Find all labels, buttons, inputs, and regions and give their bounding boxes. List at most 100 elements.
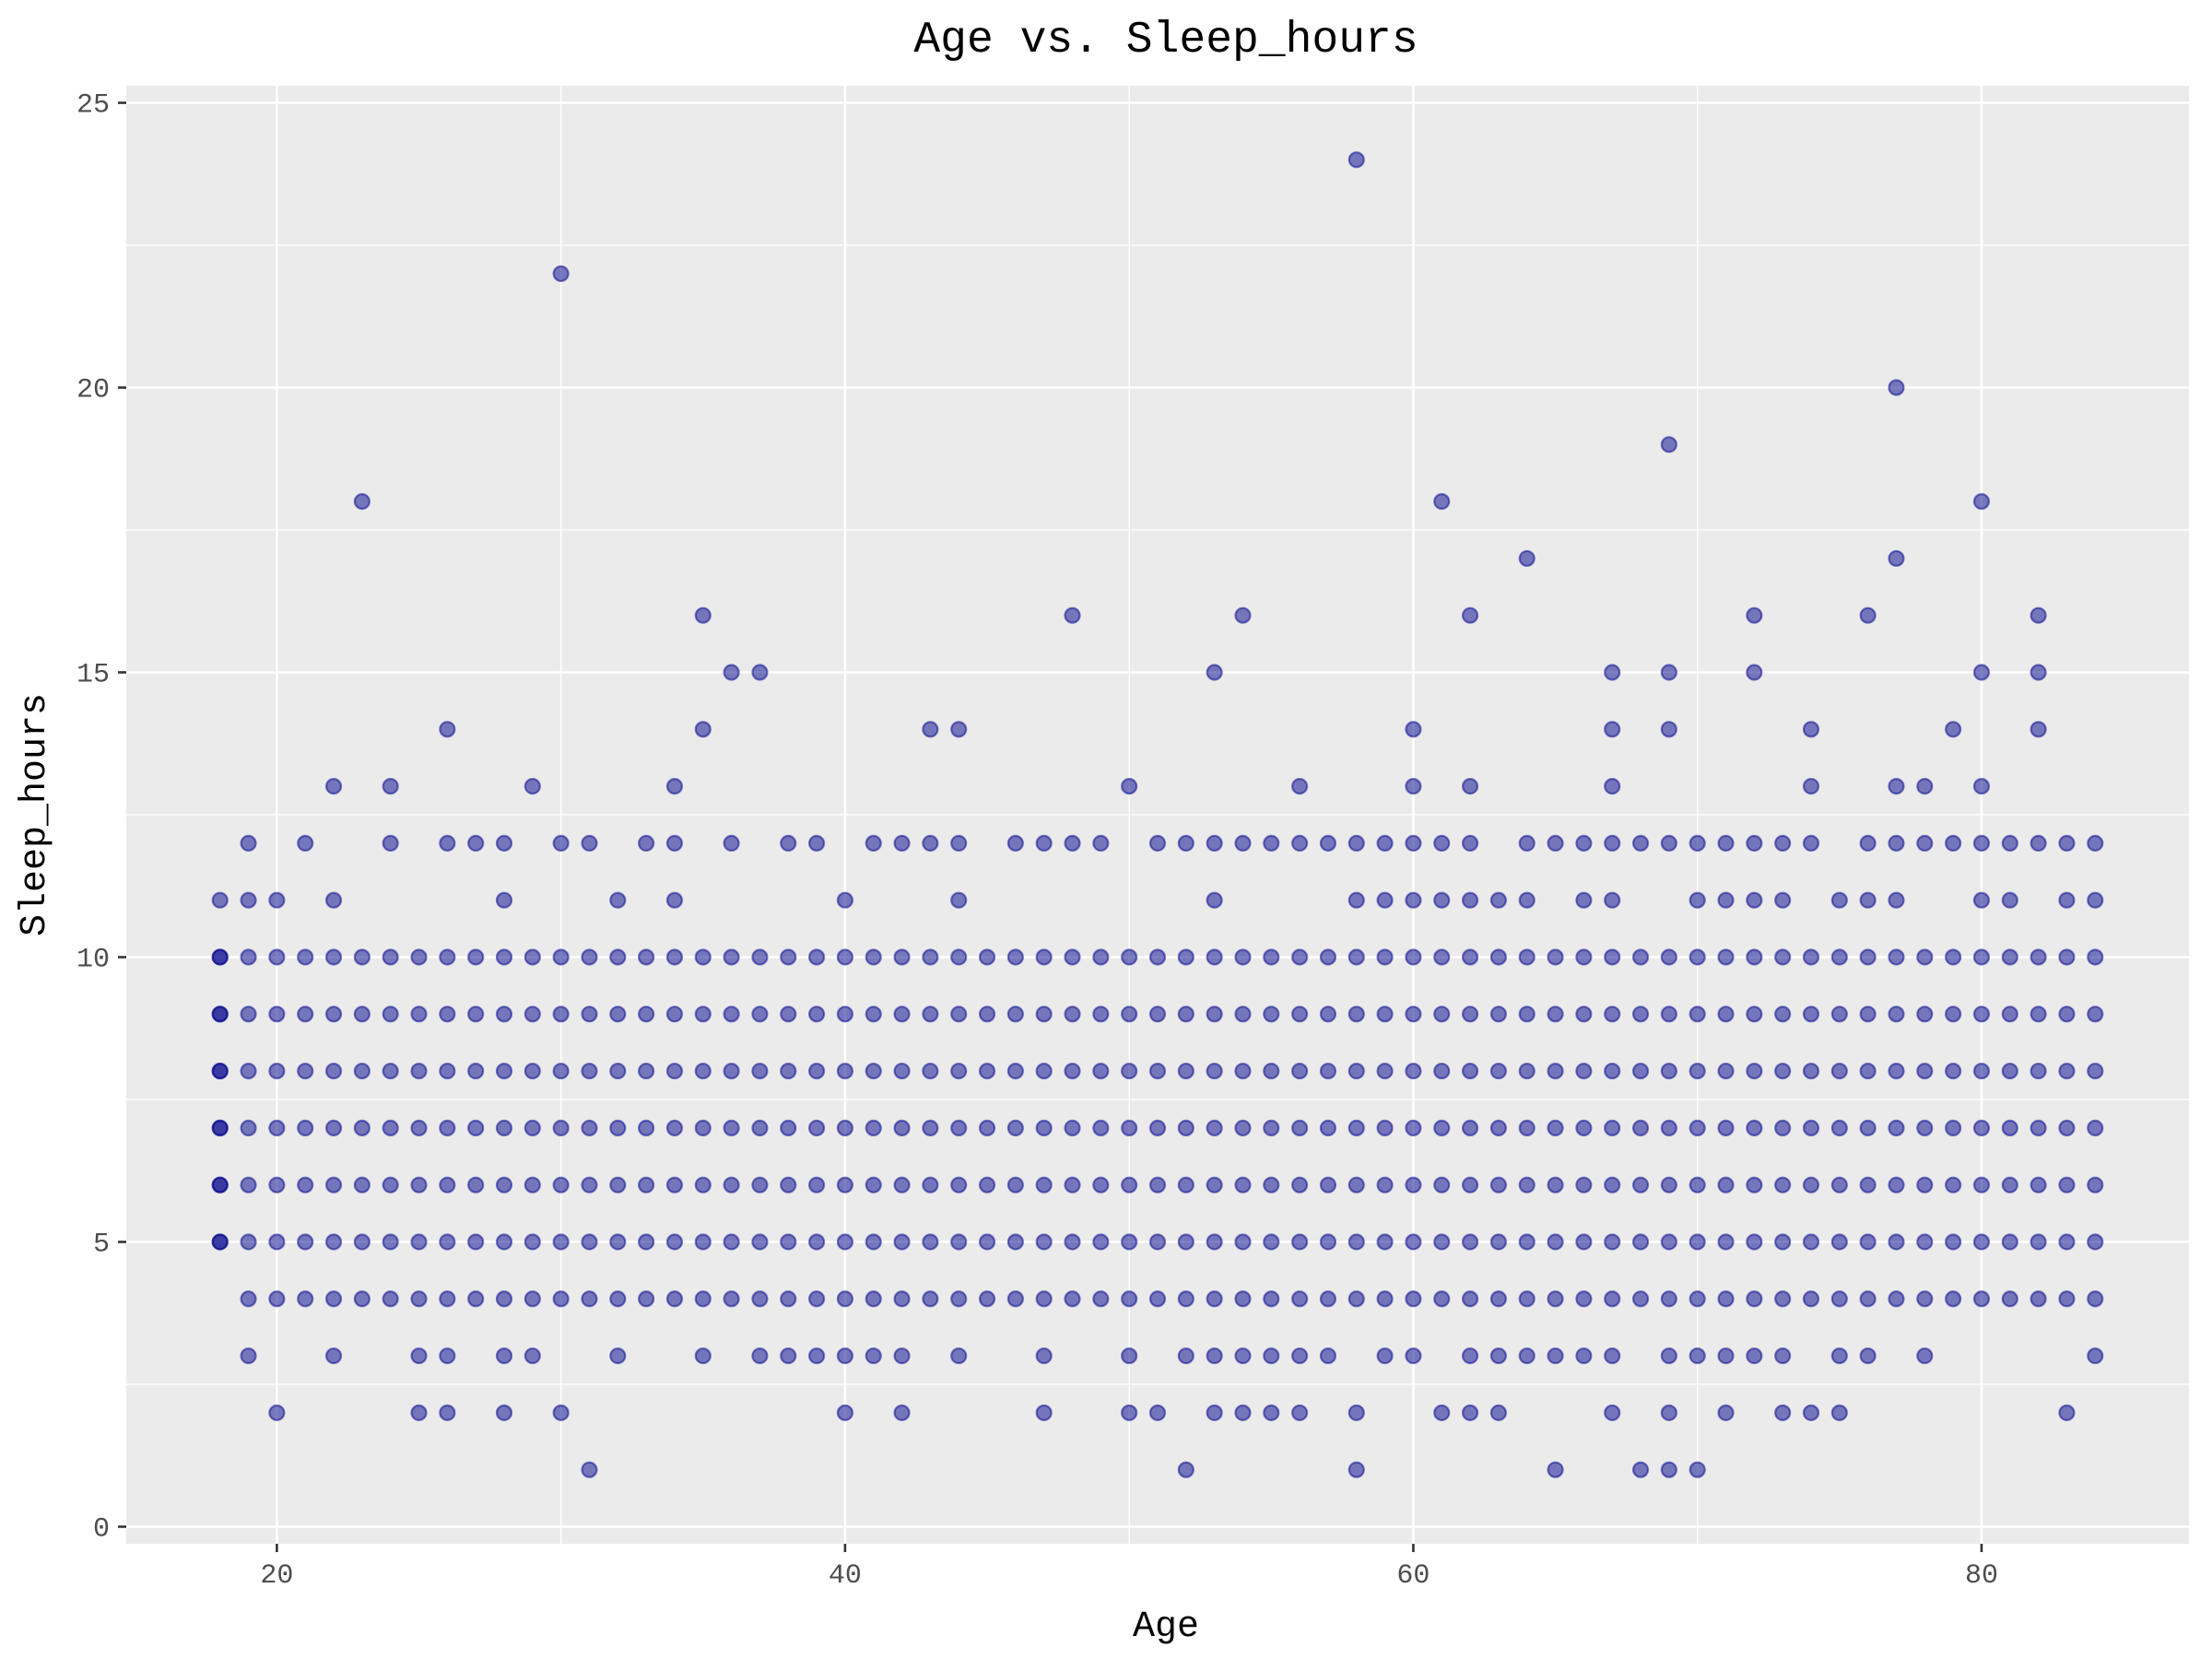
data-point <box>1433 948 1451 966</box>
data-point <box>1376 1347 1394 1365</box>
data-point <box>2087 1347 2104 1365</box>
data-point <box>240 1233 257 1251</box>
data-point <box>1177 1290 1194 1308</box>
data-point <box>609 1347 627 1365</box>
data-point <box>1177 1233 1194 1251</box>
data-point <box>978 948 996 966</box>
data-point <box>1518 1176 1535 1194</box>
data-point <box>1489 1290 1508 1308</box>
data-point <box>865 1347 882 1365</box>
data-point <box>1234 834 1252 852</box>
data-point <box>1092 1006 1110 1023</box>
data-point <box>665 778 684 795</box>
data-point <box>1830 1062 1848 1080</box>
data-point <box>552 834 570 852</box>
data-point <box>751 1176 769 1194</box>
data-point <box>1604 1062 1621 1080</box>
data-point <box>1859 606 1877 624</box>
data-point <box>297 1119 314 1136</box>
data-point <box>1888 834 1905 852</box>
data-point <box>439 1404 456 1421</box>
data-point <box>1092 948 1110 966</box>
data-point <box>1631 948 1650 966</box>
data-point <box>1291 1006 1309 1023</box>
data-point <box>694 948 712 966</box>
data-point <box>382 1290 399 1308</box>
data-point <box>1830 1119 1848 1136</box>
data-point <box>1433 1404 1451 1421</box>
data-point <box>1547 1006 1564 1023</box>
data-point <box>1035 1290 1053 1308</box>
data-point <box>1774 948 1792 966</box>
data-point <box>1291 1347 1309 1365</box>
data-point <box>2058 1290 2076 1308</box>
data-point <box>297 1233 314 1251</box>
data-point <box>1064 1233 1081 1251</box>
data-point <box>723 1006 740 1023</box>
data-point <box>1604 1233 1621 1251</box>
data-point <box>2001 891 2018 909</box>
data-point <box>1121 1006 1138 1023</box>
data-point <box>1347 1006 1365 1023</box>
data-point <box>2030 1176 2047 1194</box>
data-point <box>1263 834 1280 852</box>
data-point <box>1291 1176 1309 1194</box>
data-point <box>1405 1347 1422 1365</box>
data-point <box>1064 1006 1081 1023</box>
data-point <box>694 721 712 738</box>
data-point <box>1064 1062 1081 1080</box>
data-point <box>922 1176 939 1194</box>
y-tick-label: 5 <box>93 1229 110 1260</box>
data-point <box>638 1062 655 1080</box>
data-point <box>1347 151 1365 169</box>
data-point <box>1347 834 1365 852</box>
data-point <box>1746 1119 1763 1136</box>
data-point <box>638 1006 655 1023</box>
data-point <box>211 1233 229 1251</box>
data-point <box>1177 1176 1194 1194</box>
data-point <box>1006 948 1024 966</box>
data-point <box>1291 1290 1309 1308</box>
data-point <box>1916 1119 1934 1136</box>
data-point <box>1291 1404 1309 1421</box>
data-point <box>1972 948 1991 966</box>
data-point <box>495 1062 513 1080</box>
data-point <box>1148 1006 1167 1023</box>
data-point <box>1234 1233 1252 1251</box>
data-point <box>1888 1176 1905 1194</box>
data-point <box>1291 1062 1309 1080</box>
data-point <box>950 1006 968 1023</box>
data-point <box>865 1062 882 1080</box>
data-point <box>324 1062 343 1080</box>
data-point <box>807 1233 826 1251</box>
data-point <box>836 1176 854 1194</box>
data-point <box>1660 721 1677 738</box>
data-point <box>922 834 939 852</box>
data-point <box>1405 834 1422 852</box>
data-point <box>1688 1176 1706 1194</box>
data-point <box>807 948 826 966</box>
data-point <box>723 834 740 852</box>
data-point <box>1972 1006 1991 1023</box>
data-point <box>1263 1006 1280 1023</box>
data-point <box>807 1290 826 1308</box>
data-point <box>950 721 968 738</box>
data-point <box>1547 948 1564 966</box>
data-point <box>1206 1290 1223 1308</box>
data-point <box>297 948 314 966</box>
data-point <box>2030 1119 2047 1136</box>
data-point <box>495 834 513 852</box>
data-point <box>211 948 229 966</box>
data-point <box>1234 1062 1252 1080</box>
data-point <box>751 664 769 681</box>
data-point <box>1263 948 1280 966</box>
data-point <box>893 1006 911 1023</box>
data-point <box>1121 1233 1138 1251</box>
data-point <box>1064 606 1081 624</box>
data-point <box>1177 834 1194 852</box>
data-point <box>922 948 939 966</box>
data-point <box>1631 834 1650 852</box>
data-point <box>1547 1119 1564 1136</box>
data-point <box>638 948 655 966</box>
data-point <box>865 948 882 966</box>
